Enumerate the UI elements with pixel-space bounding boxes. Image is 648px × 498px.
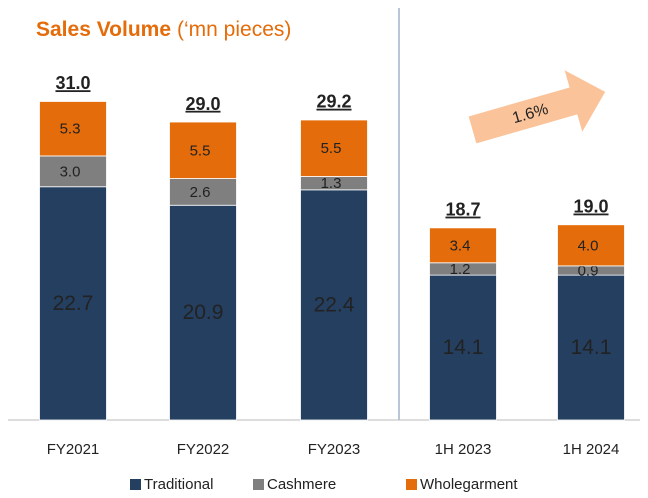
data-label: 1.2 <box>450 261 471 278</box>
x-tick-label: FY2021 <box>47 441 100 458</box>
bar-segment <box>169 121 237 179</box>
legend-swatch <box>406 479 417 490</box>
data-label: 4.0 <box>578 237 599 254</box>
legend-swatch <box>253 479 264 490</box>
total-label: 19.0 <box>573 197 608 217</box>
total-label: 18.7 <box>445 200 480 220</box>
data-label: 5.3 <box>60 121 81 138</box>
growth-arrow: 1.6% <box>468 70 606 144</box>
chart-title: Sales Volume <box>36 18 171 41</box>
data-label: 22.4 <box>314 293 355 316</box>
data-label: 3.0 <box>60 163 81 180</box>
total-label: 31.0 <box>55 73 90 93</box>
bar-segment <box>429 227 497 264</box>
bar-segment <box>557 274 625 421</box>
arrow-shape <box>468 70 606 144</box>
bar-segment <box>169 178 237 206</box>
total-label: 29.2 <box>316 92 351 112</box>
bar-segment <box>39 155 107 188</box>
data-label: 22.7 <box>53 292 94 315</box>
bar-segment <box>557 224 625 267</box>
data-label: 1.3 <box>321 175 342 192</box>
x-tick-label: FY2023 <box>308 441 361 458</box>
data-label: 5.5 <box>321 140 342 157</box>
bar-segment <box>39 101 107 157</box>
data-label: 14.1 <box>443 336 484 359</box>
legend-label: Traditional <box>144 476 213 493</box>
data-label: 20.9 <box>183 301 224 324</box>
total-label: 29.0 <box>185 94 220 114</box>
chart-title-group: Sales Volume (‘mn pieces) <box>36 18 291 41</box>
chart-subtitle: (‘mn pieces) <box>177 18 291 41</box>
bar-segment <box>300 119 368 177</box>
x-tick-label: 1H 2024 <box>563 441 620 458</box>
bar-segment <box>300 189 368 421</box>
data-label: 14.1 <box>571 336 612 359</box>
bar-segment <box>39 186 107 421</box>
data-label: 0.9 <box>578 262 599 279</box>
data-label: 5.5 <box>190 142 211 159</box>
legend-label: Wholegarment <box>420 476 518 493</box>
legend-swatch <box>130 479 141 490</box>
x-tick-label: FY2022 <box>177 441 230 458</box>
data-label: 2.6 <box>190 184 211 201</box>
bar-segment <box>429 274 497 421</box>
data-label: 3.4 <box>450 237 471 254</box>
legend-label: Cashmere <box>267 476 336 493</box>
x-tick-label: 1H 2023 <box>435 441 492 458</box>
